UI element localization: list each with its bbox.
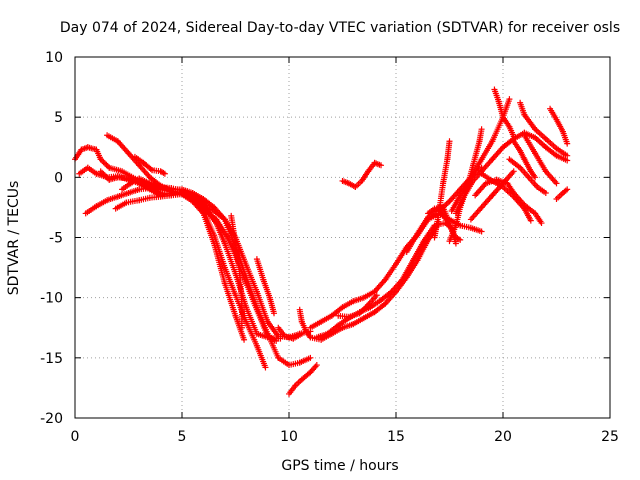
x-tick-label: 0 [71,429,80,445]
data-point [103,161,110,168]
series-track-02 [82,185,248,343]
series-track-15 [307,210,485,331]
series-track-12 [286,362,320,397]
series-track-33 [467,168,517,223]
data-point [378,162,385,169]
y-tick-label: -5 [49,231,63,247]
series-track-29 [506,156,549,196]
data-point [211,216,218,223]
data-point [238,324,245,331]
y-tick-label: 10 [45,50,63,66]
data-point [262,364,269,371]
data-point [307,354,314,361]
data-point [564,186,571,193]
series-track-32 [510,138,539,181]
x-tick-label: 15 [387,429,405,445]
data-point [161,170,168,177]
data-point [564,140,571,147]
data-point [538,220,545,227]
data-point [506,96,513,103]
series-track-31 [553,186,571,202]
series-track-11 [275,324,305,342]
x-tick-label: 20 [494,429,512,445]
data-point [313,362,320,369]
y-tick-label: -20 [40,411,63,427]
data-point [298,330,305,337]
y-tick-label: 0 [54,170,63,186]
y-tick-label: -10 [40,291,63,307]
data-point [273,337,280,344]
series-track-23 [491,86,517,140]
series-track-16 [335,292,380,320]
data-point [452,240,459,247]
data-point [527,217,534,224]
series-track-34 [435,164,485,215]
data-point [446,138,453,145]
series-track-30 [521,132,560,187]
data-point [478,164,485,171]
data-point [457,236,464,243]
data-point [271,310,278,317]
data-point [101,160,108,167]
data-point [532,174,539,181]
data-point [542,189,549,196]
series-track-17 [339,159,385,190]
y-tick-label: 5 [54,110,63,126]
x-tick-label: 10 [280,429,298,445]
series-track-26 [547,105,571,147]
series-track-09 [228,212,245,331]
y-axis-label: SDTVAR / TECUs [6,181,22,296]
data-points [72,86,571,397]
series-track-10 [253,256,278,317]
grid-lines [75,57,610,418]
x-axis-label: GPS time / hours [281,458,398,474]
data-point [373,292,380,299]
axis-ticks: 0 5 10 15 20 25 -20 -15 -10 -5 0 5 10 [40,50,619,445]
data-point [478,126,485,133]
x-tick-label: 25 [601,429,619,445]
x-tick-label: 5 [178,429,187,445]
data-point [564,152,571,159]
series-track-28 [478,170,534,224]
data-point [241,336,248,343]
series-track-25 [517,99,571,159]
chart-title: Day 074 of 2024, Sidereal Day-to-day VTE… [60,20,620,36]
data-point [510,168,517,175]
data-point [478,228,485,235]
y-tick-label: -15 [40,351,63,367]
series-track-08 [131,153,168,177]
data-point [553,180,560,187]
data-point [100,159,107,166]
